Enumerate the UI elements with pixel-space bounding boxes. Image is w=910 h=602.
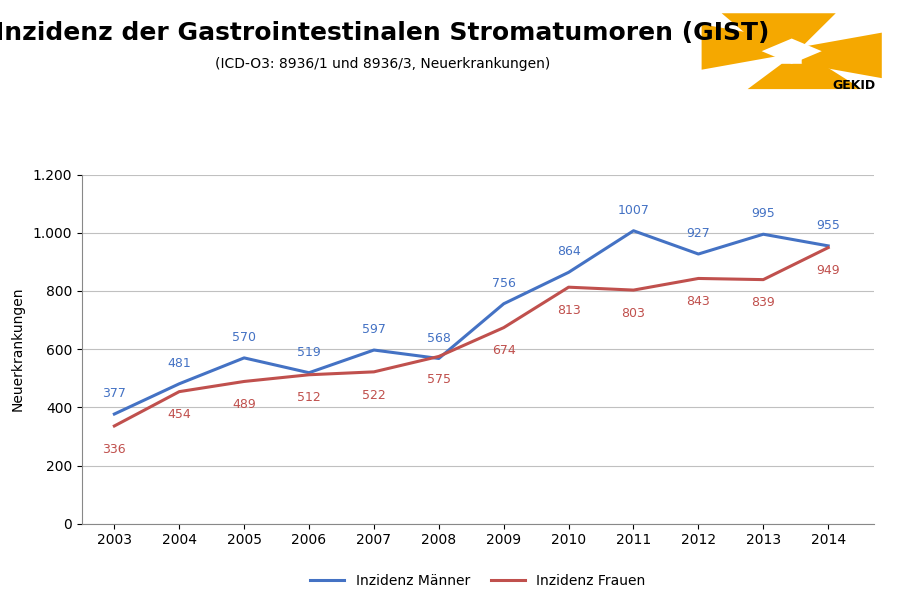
Y-axis label: Neuerkrankungen: Neuerkrankungen: [10, 287, 25, 411]
Text: 839: 839: [752, 296, 775, 309]
Text: 803: 803: [622, 307, 645, 320]
Text: 377: 377: [103, 387, 126, 400]
Text: 864: 864: [557, 246, 581, 258]
Polygon shape: [748, 64, 862, 89]
Text: 843: 843: [686, 295, 711, 308]
Text: 568: 568: [427, 332, 450, 344]
Text: (ICD-O3: 8936/1 und 8936/3, Neuerkrankungen): (ICD-O3: 8936/1 und 8936/3, Neuerkrankun…: [215, 57, 550, 71]
Text: 1007: 1007: [618, 204, 650, 217]
Text: 575: 575: [427, 373, 450, 386]
Text: 489: 489: [232, 398, 256, 411]
Polygon shape: [762, 39, 822, 64]
Text: GEKID: GEKID: [833, 79, 875, 92]
Legend: Inzidenz Männer, Inzidenz Frauen: Inzidenz Männer, Inzidenz Frauen: [304, 568, 652, 594]
Text: 674: 674: [491, 344, 516, 358]
Text: 512: 512: [298, 391, 321, 405]
Text: 597: 597: [362, 323, 386, 336]
Text: 454: 454: [167, 408, 191, 421]
Text: 949: 949: [816, 264, 840, 278]
Text: 519: 519: [298, 346, 321, 359]
Text: Inzidenz der Gastrointestinalen Stromatumoren (GIST): Inzidenz der Gastrointestinalen Stromatu…: [0, 21, 769, 45]
Text: 756: 756: [491, 277, 516, 290]
Text: 522: 522: [362, 388, 386, 402]
Text: 570: 570: [232, 331, 256, 344]
Text: 955: 955: [816, 219, 840, 232]
Text: 481: 481: [167, 357, 191, 370]
Polygon shape: [722, 13, 835, 47]
Text: 927: 927: [686, 227, 711, 240]
Text: 813: 813: [557, 304, 581, 317]
Polygon shape: [802, 33, 882, 78]
Text: 336: 336: [103, 442, 126, 456]
Text: 995: 995: [752, 207, 775, 220]
Polygon shape: [702, 24, 782, 70]
